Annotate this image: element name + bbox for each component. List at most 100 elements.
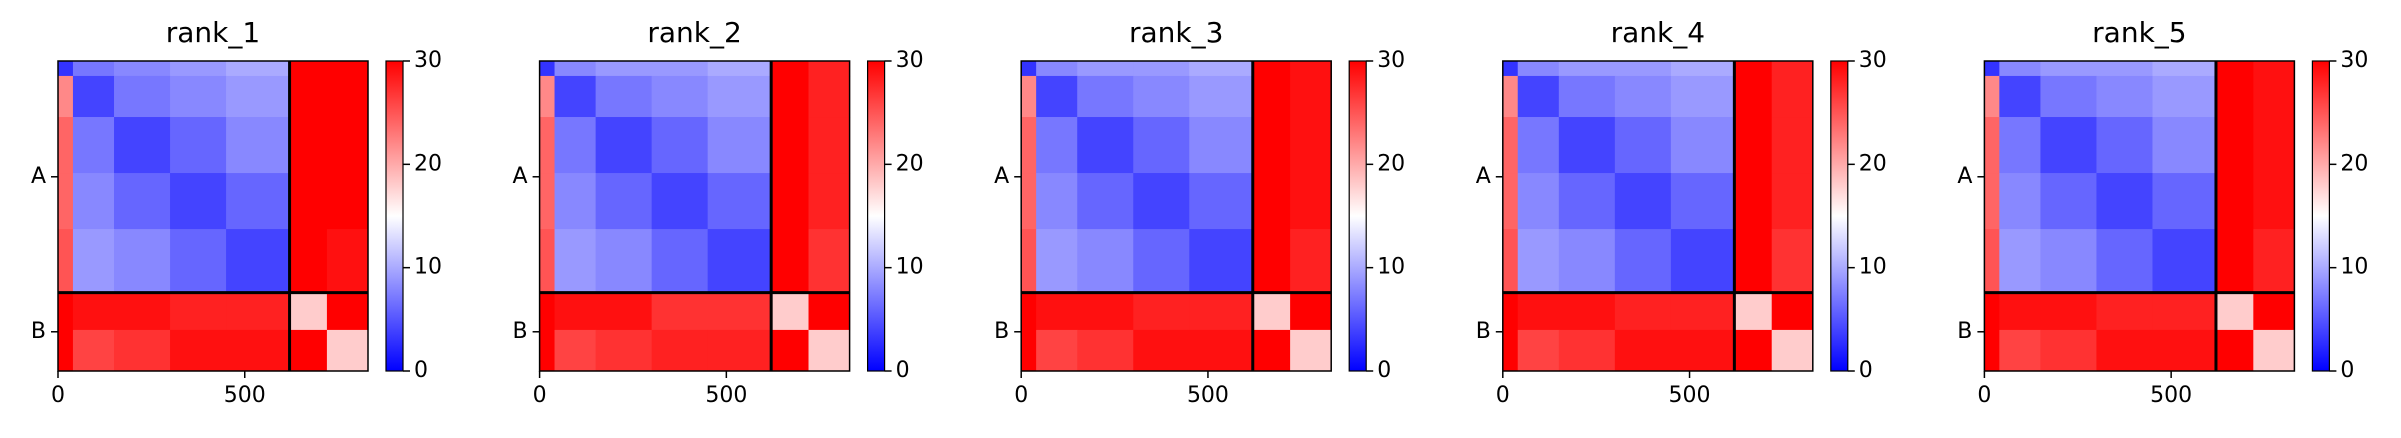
- heatmap-cell: [1133, 329, 1190, 372]
- heatmap-cell: [1999, 292, 2041, 331]
- heatmap-cell: [326, 329, 369, 372]
- heatmap-cell: [170, 173, 227, 230]
- heatmap-cell: [1517, 117, 1560, 174]
- heatmap-cell: [2215, 329, 2254, 372]
- heatmap-cell: [1502, 329, 1519, 372]
- heatmap-cell: [2253, 229, 2295, 294]
- heatmap-cell: [2040, 329, 2097, 372]
- heatmap-cell: [1614, 117, 1672, 174]
- heatmap-cell: [1290, 173, 1332, 230]
- colorbar-tick-label: 30: [2340, 48, 2368, 73]
- heatmap-cell: [1189, 75, 1254, 118]
- heatmap-cell: [595, 229, 653, 294]
- heatmap-cell: [2253, 292, 2295, 331]
- heatmap-cell: [1502, 173, 1519, 230]
- colorbar: [2311, 60, 2330, 372]
- heatmap-cell: [2215, 117, 2254, 174]
- heatmap-cell: [707, 292, 772, 331]
- heatmap-cell: [651, 329, 709, 372]
- panel-title: rank_4: [1611, 16, 1705, 49]
- panel-title: rank_5: [2092, 16, 2186, 49]
- heatmap-cell: [771, 292, 810, 331]
- colorbar-tick-label: 0: [896, 358, 910, 383]
- colorbar-tick-label: 30: [414, 48, 442, 73]
- heatmap-cell: [170, 292, 227, 331]
- heatmap-cell: [2096, 75, 2153, 118]
- heatmap-cell: [114, 117, 171, 174]
- heatmap-cell: [554, 75, 597, 118]
- heatmap-cell: [651, 117, 709, 174]
- heatmap-cell: [808, 329, 851, 372]
- heatmap-cell: [1252, 61, 1291, 77]
- heatmap-cell: [2253, 75, 2295, 118]
- heatmap-cell: [651, 61, 709, 77]
- heatmap-cell: [595, 61, 653, 77]
- heatmap-cell: [539, 173, 556, 230]
- x-tick-label: 0: [533, 383, 547, 408]
- heatmap-cell: [2040, 229, 2097, 294]
- heatmap-cell: [289, 117, 328, 174]
- colorbar-tick-label: 0: [1859, 358, 1873, 383]
- heatmap-cell: [289, 75, 328, 118]
- x-tick-label: 500: [224, 383, 266, 408]
- heatmap-cell: [2152, 117, 2217, 174]
- heatmap-cell: [2152, 229, 2217, 294]
- heatmap-cell: [326, 117, 369, 174]
- heatmap-cell: [1984, 229, 2000, 294]
- heatmap-cell: [808, 117, 851, 174]
- heatmap-cell: [2253, 117, 2295, 174]
- heatmap-cell: [1077, 75, 1134, 118]
- colorbar-tick-label: 20: [1859, 151, 1887, 176]
- heatmap-cell: [1189, 117, 1254, 174]
- y-tick-label: B: [1957, 319, 1972, 344]
- heatmap-cell: [289, 329, 328, 372]
- heatmap-cell: [1036, 117, 1078, 174]
- heatmap-cell: [595, 329, 653, 372]
- heatmap-cell: [1133, 61, 1190, 77]
- heatmap-cell: [1999, 173, 2041, 230]
- x-tick-label: 0: [1496, 383, 1510, 408]
- heatmap-cell: [72, 329, 115, 372]
- heatmap-cell: [58, 75, 74, 118]
- heatmap-cell: [1614, 229, 1672, 294]
- x-tick-label: 500: [2150, 383, 2192, 408]
- heatmap-cell: [1734, 173, 1773, 230]
- colorbar-tick-label: 10: [896, 255, 924, 280]
- heatmap-cell: [554, 229, 597, 294]
- heatmap-cell: [595, 292, 653, 331]
- heatmap-cell: [1670, 75, 1735, 118]
- heatmap-cell: [226, 61, 291, 77]
- colorbar-tick-label: 0: [1377, 358, 1391, 383]
- y-tick-label: B: [31, 319, 46, 344]
- plot-frame: [1983, 60, 2296, 372]
- heatmap-cell: [539, 329, 556, 372]
- x-tick-label: 0: [51, 383, 65, 408]
- y-tick-label: A: [1957, 164, 1972, 189]
- heatmap-cell: [326, 173, 369, 230]
- heatmap-cell: [539, 292, 556, 331]
- heatmap-cell: [1771, 229, 1814, 294]
- heatmap-cell: [1670, 173, 1735, 230]
- heatmap-cell: [1133, 292, 1190, 331]
- heatmap-cell: [1077, 229, 1134, 294]
- heatmap-cell: [651, 229, 709, 294]
- heatmap-cell: [1036, 229, 1078, 294]
- heatmap-cell: [1502, 75, 1519, 118]
- heatmap-cell: [2152, 173, 2217, 230]
- heatmap-cell: [170, 117, 227, 174]
- heatmap-cell: [808, 292, 851, 331]
- heatmap-cell: [808, 61, 851, 77]
- heatmap-cell: [554, 61, 597, 77]
- colorbar-tick-label: 20: [896, 151, 924, 176]
- heatmap-cell: [2040, 292, 2097, 331]
- x-tick-label: 0: [1014, 383, 1028, 408]
- heatmap-cell: [1558, 292, 1616, 331]
- heatmap-cell: [2096, 229, 2153, 294]
- heatmap-cell: [72, 292, 115, 331]
- heatmap-cell: [1771, 173, 1814, 230]
- x-tick-label: 500: [1187, 383, 1229, 408]
- heatmap-cell: [1502, 61, 1519, 77]
- colorbar: [1348, 60, 1367, 372]
- heatmap-cell: [1999, 229, 2041, 294]
